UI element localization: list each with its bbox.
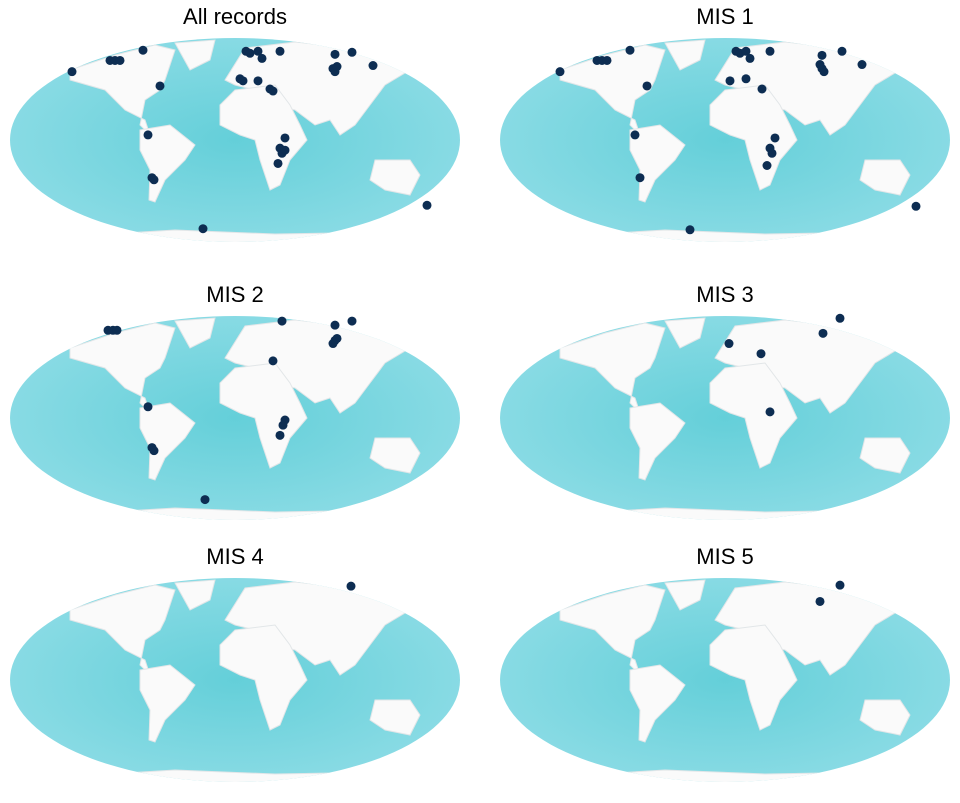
record-dot — [602, 55, 612, 65]
record-dot — [280, 133, 290, 143]
record-dot — [347, 316, 357, 326]
record-dot — [346, 581, 356, 591]
record-dot — [625, 45, 635, 55]
panel-title: MIS 3 — [696, 282, 753, 307]
record-dot — [725, 76, 735, 86]
record-dot — [155, 81, 165, 91]
panel-title: MIS 1 — [696, 4, 753, 29]
record-dot — [238, 76, 248, 86]
record-dot — [765, 46, 775, 56]
record-dot — [149, 446, 159, 456]
record-dot — [741, 46, 751, 56]
world-map — [10, 38, 460, 250]
record-dot — [138, 45, 148, 55]
record-dot — [275, 430, 285, 440]
record-dot — [253, 76, 263, 86]
record-dot — [245, 48, 255, 58]
record-dot — [767, 148, 777, 158]
record-dot — [685, 225, 695, 235]
record-dot — [273, 158, 283, 168]
record-dot — [815, 596, 825, 606]
record-dot — [642, 81, 652, 91]
record-dot — [815, 60, 825, 70]
record-dot — [143, 402, 153, 412]
record-dot — [257, 53, 267, 63]
record-dot — [630, 130, 640, 140]
record-dot — [745, 53, 755, 63]
map-panel: All records — [10, 4, 460, 250]
record-dot — [819, 67, 829, 77]
record-dot — [143, 130, 153, 140]
world-map — [500, 316, 950, 528]
record-dot — [724, 339, 734, 349]
record-dot — [268, 356, 278, 366]
panel-title: MIS 5 — [696, 544, 753, 569]
world-map — [500, 578, 950, 790]
panel-title: MIS 2 — [206, 282, 263, 307]
panels: All records MIS 1 MIS 2 MIS 3 MIS 4 MIS 5 — [10, 4, 950, 790]
record-dot — [835, 580, 845, 590]
map-panel: MIS 3 — [500, 282, 950, 528]
record-dot — [280, 145, 290, 155]
map-panel: MIS 2 — [10, 282, 460, 528]
world-map — [10, 316, 460, 528]
record-dot — [67, 67, 77, 77]
record-dot — [332, 62, 342, 72]
record-dot — [911, 201, 921, 211]
map-panel: MIS 1 — [500, 4, 950, 250]
record-dot — [253, 46, 263, 56]
world-map — [10, 578, 460, 790]
map-panel: MIS 5 — [500, 544, 950, 790]
record-dot — [422, 200, 432, 210]
record-dot — [857, 60, 867, 70]
record-dot — [149, 175, 159, 185]
panel-title: MIS 4 — [206, 544, 263, 569]
record-dot — [835, 313, 845, 323]
record-dot — [268, 86, 278, 96]
record-dot — [112, 325, 122, 335]
record-dot — [817, 50, 827, 60]
record-dot — [770, 133, 780, 143]
record-dot — [330, 49, 340, 59]
record-dot — [837, 46, 847, 56]
record-dot — [200, 495, 210, 505]
record-dot — [635, 173, 645, 183]
record-dot — [347, 47, 357, 57]
record-dot — [115, 55, 125, 65]
record-dot — [330, 320, 340, 330]
record-dot — [756, 349, 766, 359]
record-dot — [275, 46, 285, 56]
map-panel: MIS 4 — [10, 544, 460, 790]
record-dot — [198, 224, 208, 234]
record-dot — [762, 161, 772, 170]
record-dot — [277, 316, 287, 326]
record-dot — [757, 84, 767, 94]
record-dot — [328, 339, 338, 349]
record-dot — [818, 328, 828, 338]
record-dot — [278, 420, 288, 430]
record-dot — [368, 61, 378, 71]
record-dot — [765, 407, 775, 417]
world-map — [500, 38, 950, 250]
panel-title: All records — [183, 4, 287, 29]
record-dot — [555, 67, 565, 77]
record-dot — [741, 74, 751, 84]
